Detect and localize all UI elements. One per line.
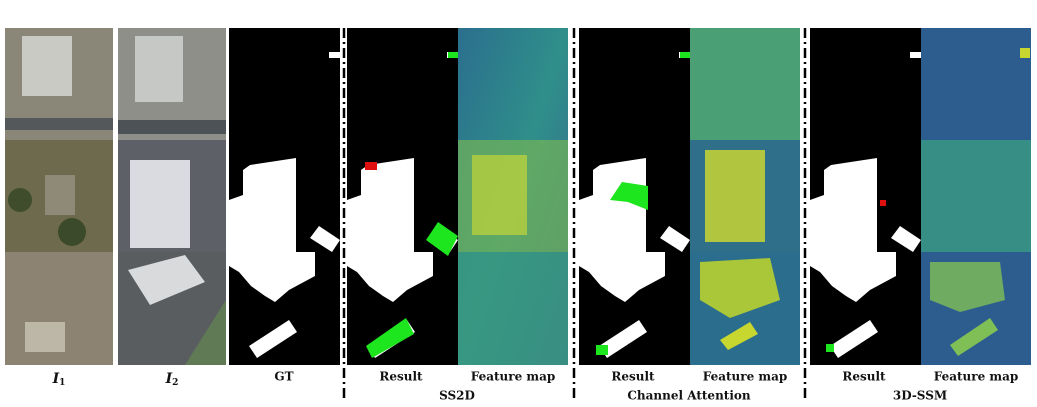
column-label: Result: [379, 370, 423, 384]
column-label: GT: [274, 370, 293, 384]
subscript: 1: [59, 378, 65, 388]
symbol: I: [52, 371, 60, 387]
column-label: Feature map: [703, 370, 788, 384]
column-label: Result: [842, 370, 886, 384]
images: [5, 28, 1031, 365]
group-label: 3D-SSM: [893, 389, 947, 403]
separators: [342, 28, 807, 400]
symbol: I: [165, 371, 173, 387]
column-label: I1: [52, 371, 66, 388]
labels: I1 I2 GT Result Feature map Result Featu…: [52, 370, 1019, 403]
column-label: I2: [165, 371, 179, 388]
column-label: Feature map: [471, 370, 556, 384]
group-label: Channel Attention: [627, 389, 751, 403]
column-label: Feature map: [934, 370, 1019, 384]
subscript: 2: [172, 378, 178, 388]
column-label: Result: [611, 370, 655, 384]
group-label: SS2D: [439, 389, 475, 403]
